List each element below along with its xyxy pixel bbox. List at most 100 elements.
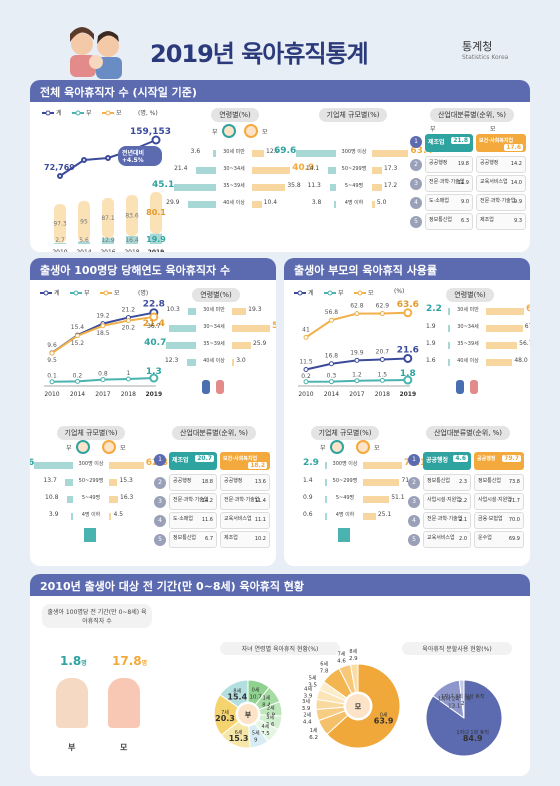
value-father: 1.9 [426, 340, 436, 347]
industry-value: 69.9 [508, 536, 520, 542]
panel-title: 2010년 출생아 대상 전 기간(만 0~8세) 육아휴직 현황 [30, 574, 530, 596]
panel-title: 출생아 100명당 당해연도 육아휴직자 수 [30, 258, 276, 280]
father-count-value: 1.8 [60, 654, 82, 668]
bar-father [70, 513, 73, 520]
slice-category: 7세 [221, 709, 229, 716]
tick-label: 2010 [44, 391, 59, 398]
industry-father: 도·소매업 9.0 [425, 194, 473, 211]
data-point [328, 317, 334, 323]
industry-value: 2.1 [459, 517, 467, 523]
data-label: 0.8 [98, 371, 108, 378]
section-title: 연령별(%) [412, 288, 528, 302]
data-label: 95 [80, 218, 88, 225]
bar-mother [372, 167, 382, 174]
bar-father [54, 242, 66, 244]
bar-father [327, 167, 336, 174]
rank-badge: 3 [410, 178, 422, 190]
bar-mother [252, 201, 262, 208]
bar-father [166, 342, 196, 349]
value-mother: 51.8 [272, 321, 276, 331]
father-label: 부 [212, 129, 218, 136]
category-label: 40세 이상 [457, 358, 479, 364]
count-unit: 명 [81, 660, 87, 667]
data-label: 15.2 [71, 340, 85, 347]
mother-count-value: 17.8 [112, 654, 142, 668]
industry-value: 10.2 [254, 536, 266, 542]
legend-label-total: 계 [54, 290, 60, 297]
slice-value: 20.3 [215, 714, 235, 723]
slice [219, 679, 249, 708]
industry-name: 공공행정 [477, 456, 496, 462]
slice-value: 15.3 [229, 734, 249, 743]
tick-label: 2017 [349, 391, 364, 398]
slice-category: 4세 [304, 686, 312, 693]
father-figure-icon [202, 380, 210, 394]
industry-father: 사업시설·지원업 2.2 [423, 493, 471, 510]
section-title: 산업대분류별(순위, %) [414, 108, 530, 122]
industry-value: 11.4 [254, 498, 266, 504]
category-label: 50~299명 [332, 478, 358, 484]
rank-badge: 1 [410, 136, 422, 148]
data-point [125, 318, 131, 324]
legend-swatch-mother [354, 290, 366, 296]
legend-swatch-mother [100, 290, 112, 296]
value-mother: 51.1 [391, 494, 405, 501]
bar-father [329, 184, 336, 191]
value-mother: 35.8 [287, 182, 301, 189]
mother-label: 모 [490, 126, 496, 133]
slice-category: 5세 [252, 730, 260, 737]
line-chart: 11.5 16.8 19.9 20.7 21.6 0.2 0.3 1.2 1.5 1.8 41 56.… [298, 300, 419, 398]
industry-name: 제조업 [172, 457, 189, 464]
industry-father: 공공행정 19.8 [425, 156, 473, 173]
slice-value: 63.9 [374, 716, 394, 725]
bar-mother [232, 342, 251, 349]
category-label: 300명 이상 [341, 149, 367, 155]
org-logo: 통계청 Statistics Korea [462, 38, 508, 61]
data-label: 9.6 [47, 342, 57, 349]
slice-value: 3.9 [302, 706, 311, 712]
category-label: 40세 이상 [223, 200, 245, 206]
industry-name: 공공행정 [480, 160, 499, 166]
slice-category: 8세 [349, 648, 357, 655]
industry-value: 14.2 [201, 498, 213, 504]
value-father: 13.7 [43, 477, 57, 484]
value-father: 2.2 [426, 304, 442, 314]
value-father: 10.8 [45, 494, 59, 501]
industry-value: 13.6 [254, 479, 266, 485]
data-label: 1.8 [400, 369, 416, 379]
data-label: 83.6 [125, 212, 139, 219]
industry-name: 제조업 [224, 535, 238, 541]
value-father: 14.1 [305, 165, 320, 172]
slice-value: 6.2 [309, 735, 318, 741]
legend-label-mother: 모 [114, 290, 120, 297]
total-point [81, 157, 87, 163]
bar-mother [363, 462, 402, 469]
bar-mother [363, 496, 390, 503]
data-label: 62.8 [350, 303, 364, 310]
bar-mother [252, 184, 286, 191]
rank1-father: 제조업 20.7 [169, 452, 217, 470]
bar-mother [232, 325, 270, 332]
age-distribution-title: 자녀 연령별 육아휴직 현황(%) [220, 642, 340, 655]
value-father: 69.6 [274, 146, 297, 156]
data-point [403, 375, 413, 385]
data-label: 97.3 [53, 220, 67, 227]
bar-mother [109, 462, 144, 469]
data-label: 56.8 [325, 309, 339, 316]
data-point [403, 353, 413, 363]
category-label: 30~34세 [457, 324, 479, 330]
data-point [403, 308, 413, 318]
slice-category: 0세 [252, 686, 260, 693]
category-label: 30~34세 [203, 324, 225, 330]
industry-name: 도·소매업 [173, 516, 193, 522]
section-title-label: 연령별(%) [192, 288, 240, 302]
industry-mother: 교육서비스업 14.0 [476, 175, 526, 192]
industry-value: 20.7 [195, 455, 214, 462]
mother-label: 모 [120, 743, 128, 752]
industry-name: 도·소매업 [429, 198, 449, 204]
father-label: 부 [430, 126, 436, 133]
industry-name: 교육서비스업 [427, 535, 455, 541]
industry-value: 73.8 [508, 479, 520, 485]
rank-badge: 5 [408, 534, 420, 546]
